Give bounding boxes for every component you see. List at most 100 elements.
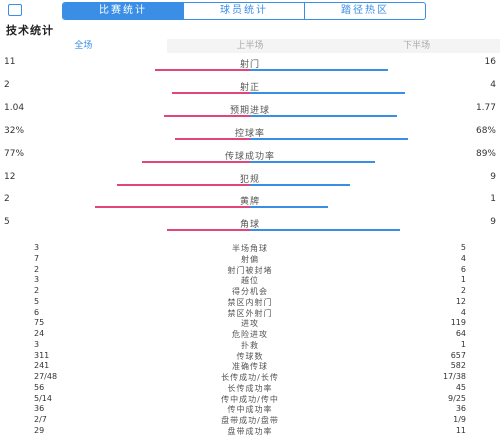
away-cell: 1 — [460, 275, 466, 285]
label-cell: 扑救 — [241, 340, 259, 350]
home-cell: 241 — [34, 361, 50, 371]
away-cell: 36 — [455, 404, 466, 414]
home-value: 1.04 — [4, 102, 25, 113]
away-cell: 1/9 — [453, 415, 466, 424]
section-title: 技术统计 — [6, 24, 54, 37]
away-cell: 1 — [460, 339, 466, 349]
away-bar — [250, 91, 406, 94]
label-cell: 长传成功率 — [227, 383, 273, 393]
home-bar — [166, 229, 250, 232]
label-cell: 越位 — [241, 276, 259, 286]
label-cell: 进攻 — [241, 319, 259, 329]
away-cell: 4 — [460, 307, 466, 317]
away-cell: 45 — [455, 382, 466, 392]
label-cell: 得分机会 — [232, 287, 268, 296]
home-cell: 7 — [34, 253, 40, 263]
stat-label: 传球成功率 — [224, 151, 275, 162]
home-cell: 311 — [34, 350, 50, 360]
icon[interactable] — [8, 4, 22, 16]
away-bar — [250, 206, 328, 209]
away-cell: 6 — [460, 264, 466, 274]
home-cell: 5 — [34, 296, 40, 306]
label-cell: 盘带成功/盘带 — [221, 416, 279, 425]
away-value: 4 — [490, 79, 496, 90]
away-value: 89% — [475, 148, 496, 159]
away-value: 68% — [475, 125, 496, 136]
home-cell: 6 — [34, 307, 40, 317]
label-cell: 危险进攻 — [232, 330, 268, 339]
home-cell: 2/7 — [34, 415, 47, 424]
home-cell: 56 — [34, 382, 45, 392]
label-cell: 传球数 — [236, 351, 264, 361]
label-cell: 禁区外射门 — [227, 308, 273, 318]
label-cell: 传中成功率 — [227, 405, 273, 415]
tab[interactable]: 球员统计 — [183, 3, 304, 19]
away-bar — [250, 229, 400, 232]
home-cell: 27/48 — [34, 372, 58, 381]
home-value: 2 — [4, 194, 10, 205]
label-cell: 盘带成功率 — [227, 426, 273, 436]
away-bar — [250, 137, 409, 140]
away-cell: 2 — [460, 286, 466, 295]
away-cell: 657 — [450, 350, 466, 360]
home-value: 2 — [4, 79, 10, 90]
label-cell: 长传成功/长传 — [221, 373, 279, 382]
away-cell: 17/38 — [442, 372, 466, 381]
away-cell: 4 — [460, 253, 466, 263]
label-cell: 准确传球 — [232, 362, 268, 372]
away-value: 16 — [484, 57, 496, 67]
home-bar — [163, 114, 250, 117]
away-cell: 119 — [450, 318, 466, 328]
tab[interactable]: 比赛统计 — [63, 3, 183, 19]
stat-label: 角球 — [239, 220, 260, 231]
stat-label: 黄牌 — [239, 197, 260, 208]
label-cell: 半场角球 — [232, 244, 268, 253]
home-value: 11 — [4, 57, 16, 67]
home-bar — [172, 91, 250, 94]
tab-bar: 比赛统计 球员统计 踏径热区 — [62, 2, 426, 20]
home-bar — [175, 137, 250, 140]
home-bar — [94, 206, 250, 209]
away-value: 9 — [490, 217, 496, 228]
away-bar — [250, 69, 389, 71]
stat-label: 预期进球 — [229, 105, 270, 116]
period-tab[interactable]: 上半场 — [236, 41, 264, 51]
home-cell: 75 — [34, 318, 45, 328]
label-cell: 射偏 — [241, 254, 259, 264]
home-bar — [141, 160, 250, 163]
away-cell: 9/25 — [448, 393, 466, 403]
home-cell: 36 — [34, 404, 45, 414]
home-cell: 2 — [34, 264, 40, 274]
away-value: 1 — [490, 194, 496, 205]
label-cell: 传中成功/传中 — [221, 394, 279, 404]
period-tab[interactable]: 下半场 — [403, 41, 431, 51]
home-cell: 3 — [34, 243, 40, 252]
stat-label: 控球率 — [234, 128, 265, 139]
home-cell: 2 — [34, 286, 40, 295]
away-bar — [250, 160, 375, 163]
home-cell: 5/14 — [34, 393, 52, 403]
home-cell: 24 — [34, 329, 45, 338]
away-bar — [250, 114, 397, 117]
stat-label: 射门 — [239, 60, 260, 70]
away-cell: 582 — [450, 361, 466, 371]
away-cell: 5 — [460, 243, 466, 252]
period-tabs: 全场 上半场 下半场 — [0, 39, 500, 53]
away-cell: 64 — [455, 329, 466, 338]
away-value: 1.77 — [475, 102, 496, 113]
away-cell: 11 — [455, 425, 466, 435]
home-cell: 3 — [34, 275, 40, 285]
home-cell: 29 — [34, 425, 45, 435]
stat-label: 射正 — [239, 82, 260, 93]
home-value: 32% — [4, 125, 25, 136]
period-tab[interactable]: 全场 — [0, 39, 167, 53]
stat-label: 犯规 — [239, 174, 260, 185]
away-bar — [250, 183, 350, 186]
home-bar — [155, 69, 250, 71]
home-value: 5 — [4, 217, 10, 228]
tab[interactable]: 踏径热区 — [304, 3, 425, 19]
label-cell: 禁区内射门 — [227, 297, 273, 307]
label-cell: 射门被封堵 — [227, 265, 273, 275]
home-value: 12 — [4, 171, 16, 182]
